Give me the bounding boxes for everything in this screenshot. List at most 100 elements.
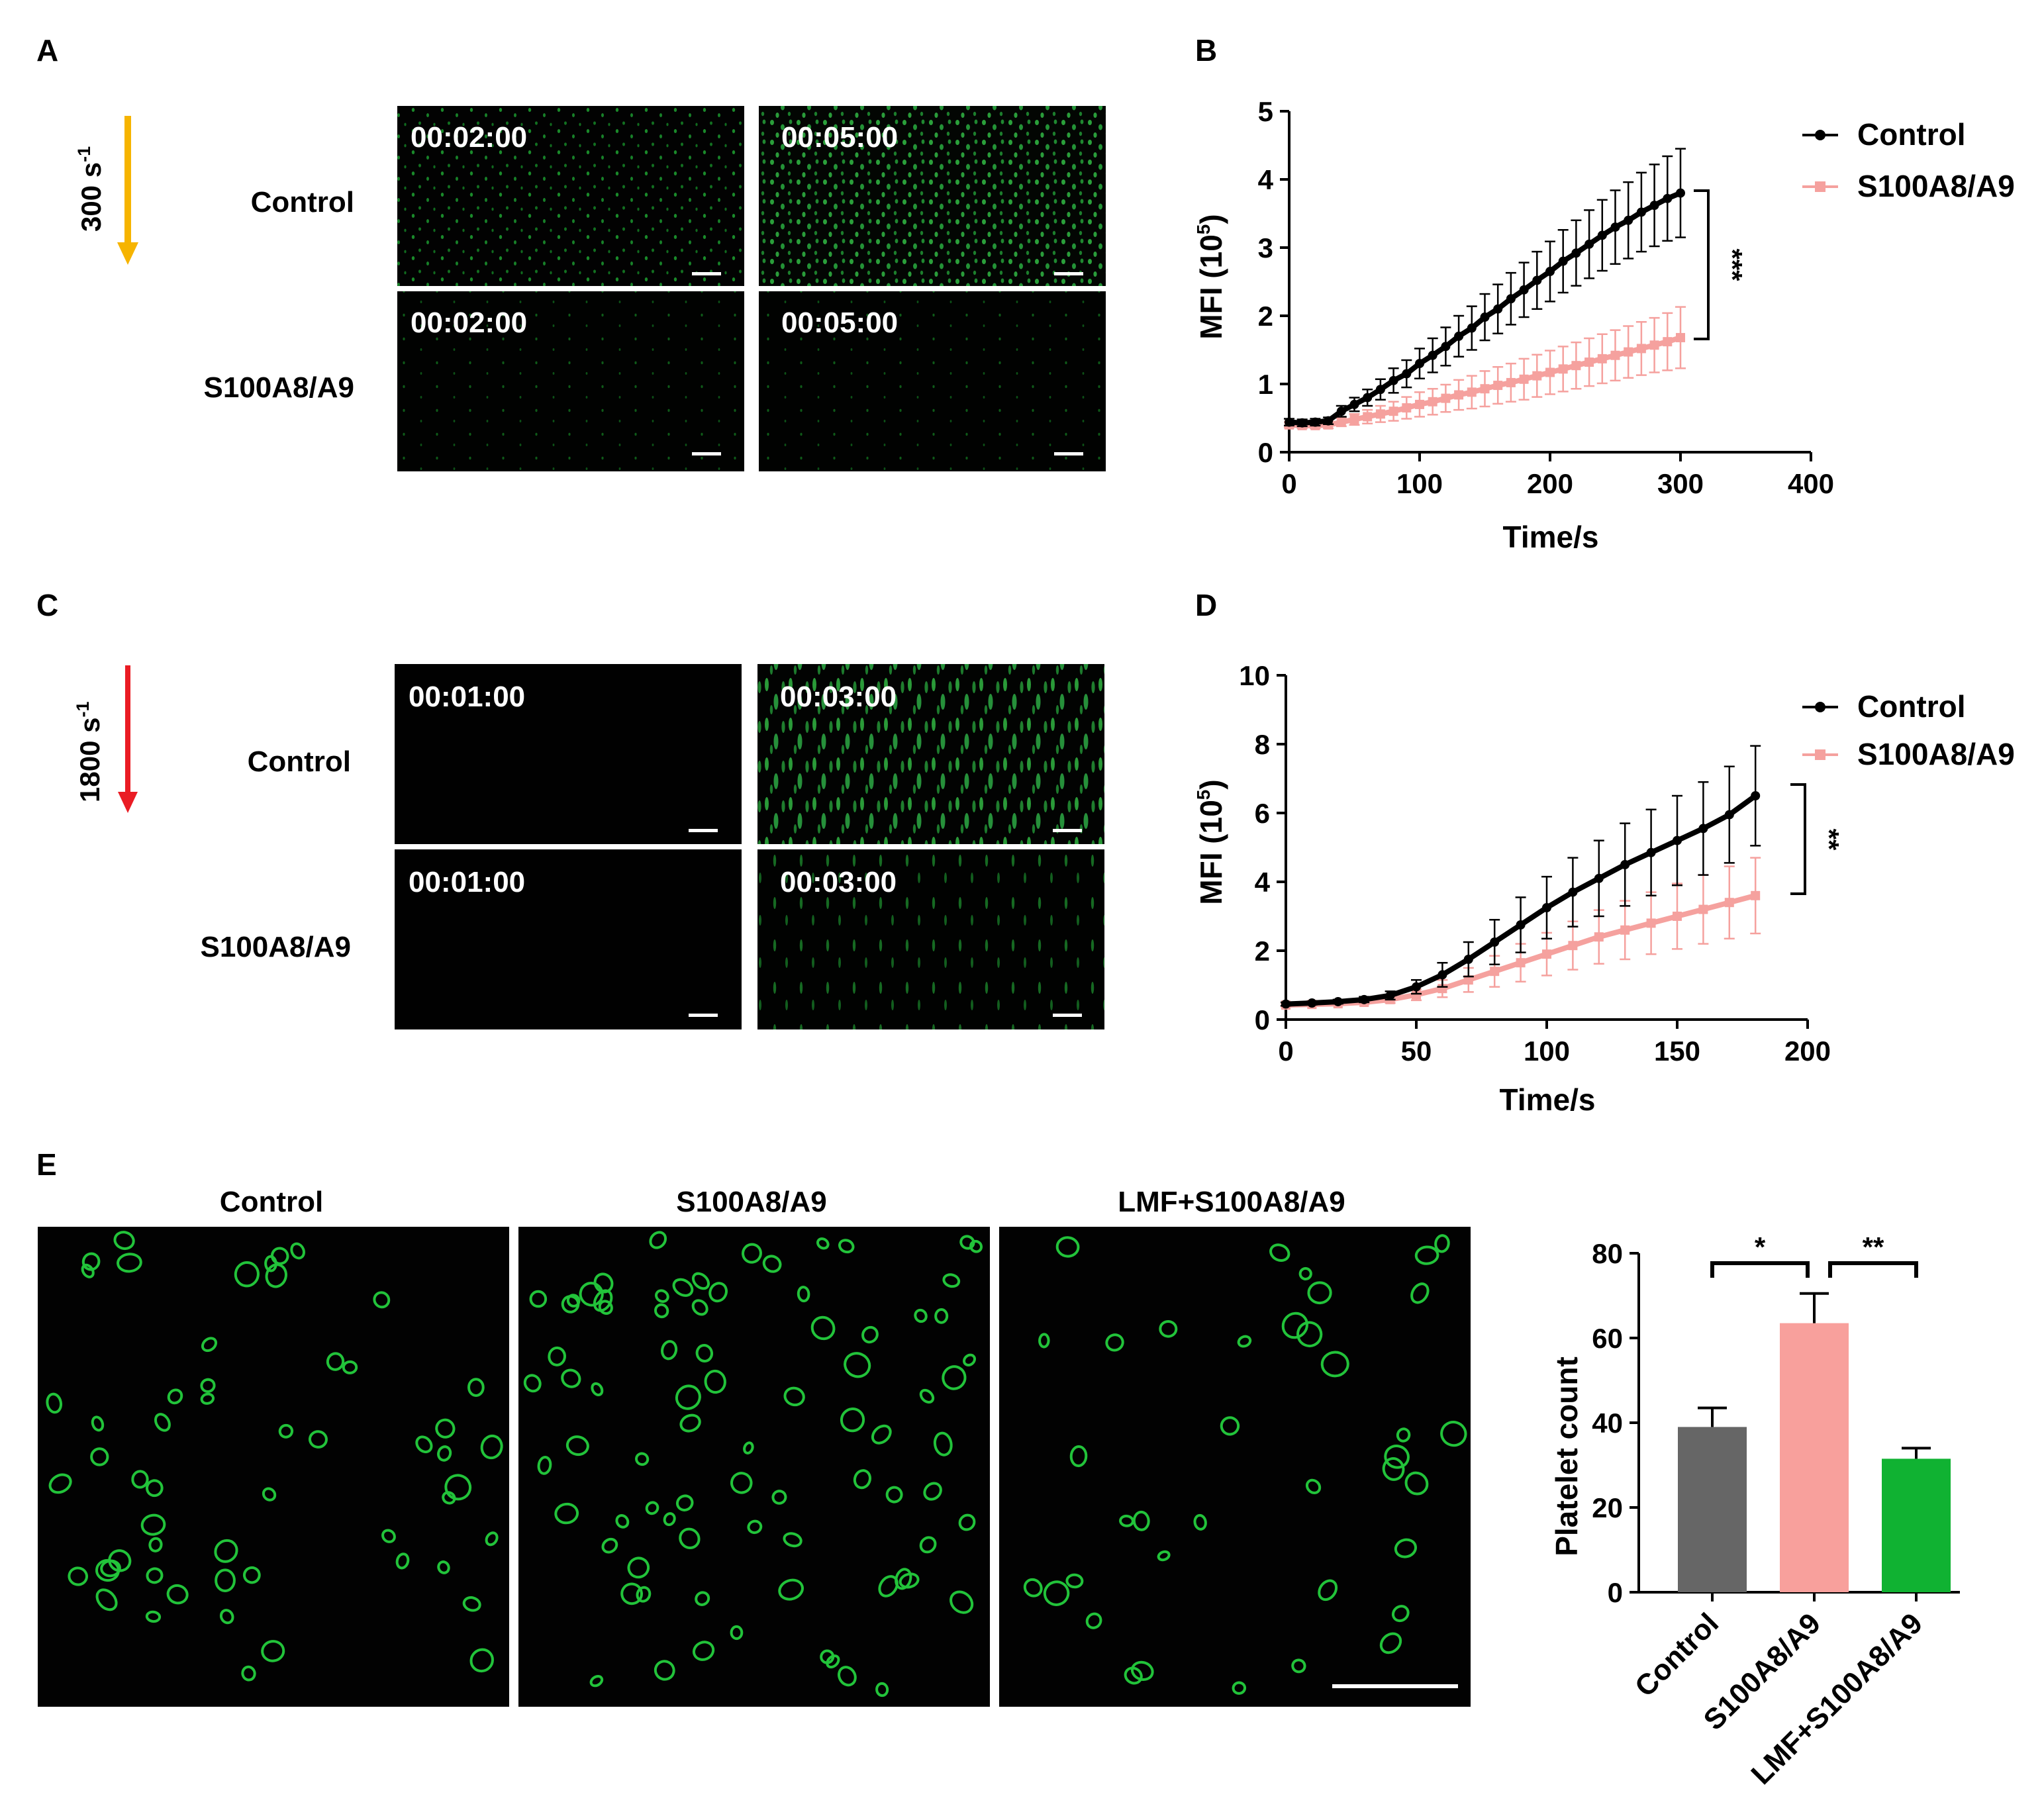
image-label-s100: S100A8/A9 <box>676 1186 826 1218</box>
y-tick-label: 0 <box>1255 1004 1270 1035</box>
platelet <box>663 1512 676 1527</box>
platelet <box>589 1674 604 1688</box>
micrograph-c-control-t1: 00:01:00 <box>395 664 742 844</box>
chart-d-xlabel: Time/s <box>1500 1082 1596 1117</box>
timestamp-c-control-t1: 00:01:00 <box>409 681 525 713</box>
platelet <box>373 1291 391 1309</box>
platelet <box>215 1568 236 1593</box>
data-point <box>1636 207 1646 217</box>
platelet <box>68 1566 89 1586</box>
platelet <box>942 1273 961 1288</box>
platelet <box>1085 1612 1102 1629</box>
platelet <box>591 1382 604 1396</box>
platelet <box>1384 1445 1410 1469</box>
y-tick-label: 20 <box>1592 1492 1623 1523</box>
platelet <box>46 1392 63 1414</box>
data-point <box>1620 860 1630 869</box>
row-label-c-control: Control <box>248 745 351 778</box>
platelet <box>480 1434 503 1460</box>
platelet <box>415 1435 433 1454</box>
platelet <box>730 1625 744 1641</box>
x-tick-label: 400 <box>1788 468 1834 499</box>
platelet <box>81 1263 95 1278</box>
data-point <box>1506 294 1516 304</box>
platelet <box>743 1441 754 1455</box>
data-point <box>1646 918 1656 928</box>
platelet <box>691 1272 710 1290</box>
platelet <box>91 1415 105 1432</box>
platelet <box>113 1231 135 1251</box>
platelet <box>820 1649 835 1664</box>
platelet <box>241 1665 256 1682</box>
platelet <box>810 1315 836 1341</box>
data-point <box>1646 847 1656 857</box>
data-point <box>1402 403 1412 413</box>
x-tick-label: 100 <box>1524 1035 1570 1067</box>
row-label-c-s100: S100A8/A9 <box>201 931 351 963</box>
significance-label: ** <box>1863 1231 1884 1263</box>
platelet <box>747 1519 763 1535</box>
shear-arrow-300 <box>117 116 138 265</box>
x-tick-label: 200 <box>1784 1035 1831 1067</box>
data-point <box>1415 359 1424 369</box>
platelet <box>529 1290 548 1308</box>
platelet-cells <box>46 1231 1467 1697</box>
shear-rate-300: 300 s-1 <box>74 146 107 232</box>
platelet <box>145 1479 164 1498</box>
data-point <box>1281 999 1290 1009</box>
platelet <box>81 1252 101 1271</box>
y-tick-label: 8 <box>1255 729 1270 760</box>
data-point <box>1493 381 1503 391</box>
platelet <box>154 1413 171 1432</box>
platelet <box>270 1247 289 1265</box>
data-point <box>1375 409 1385 419</box>
platelet <box>934 1308 949 1324</box>
platelet <box>655 1289 669 1303</box>
timestamp-a-s100-t1: 00:02:00 <box>411 307 527 339</box>
platelet <box>265 1263 287 1288</box>
platelet <box>878 1575 899 1598</box>
x-tick-label: 50 <box>1401 1035 1432 1067</box>
platelet <box>554 1502 579 1525</box>
platelet <box>1038 1333 1050 1349</box>
data-point <box>1532 275 1542 285</box>
platelet <box>919 1536 937 1554</box>
chart-b-significance-label: *** <box>1717 248 1748 281</box>
data-point <box>1441 393 1451 403</box>
data-point <box>1493 304 1503 314</box>
platelet <box>1157 1550 1171 1562</box>
platelet <box>844 1352 871 1378</box>
platelet <box>771 1490 787 1505</box>
data-point <box>1297 418 1307 428</box>
data-point <box>1463 955 1473 964</box>
data-point <box>1624 215 1633 225</box>
platelet <box>48 1473 72 1494</box>
platelet <box>695 1344 713 1362</box>
data-point <box>1673 835 1682 845</box>
data-point <box>1649 340 1659 350</box>
platelet <box>959 1235 975 1250</box>
chart-b-significance: *** <box>1694 189 1748 340</box>
data-point <box>1480 312 1490 322</box>
data-point <box>1663 193 1673 203</box>
platelet <box>308 1430 328 1449</box>
timestamp-a-control-t2: 00:05:00 <box>781 121 898 154</box>
data-point <box>1363 412 1373 422</box>
data-point <box>1437 970 1447 980</box>
platelet <box>131 1470 149 1489</box>
data-point <box>1454 331 1464 341</box>
data-point <box>1519 285 1529 295</box>
platelet <box>117 1253 142 1273</box>
platelet <box>675 1494 694 1511</box>
row-label-a-s100: S100A8/A9 <box>204 371 354 404</box>
platelet <box>635 1452 650 1466</box>
x-tick-label: 0 <box>1278 1035 1293 1067</box>
platelet <box>679 1413 701 1433</box>
platelet <box>708 1282 728 1303</box>
platelet <box>1305 1478 1322 1494</box>
platelet <box>1320 1351 1349 1378</box>
data-point <box>1751 791 1761 800</box>
bar-1 <box>1780 1323 1849 1592</box>
platelet <box>645 1501 659 1515</box>
